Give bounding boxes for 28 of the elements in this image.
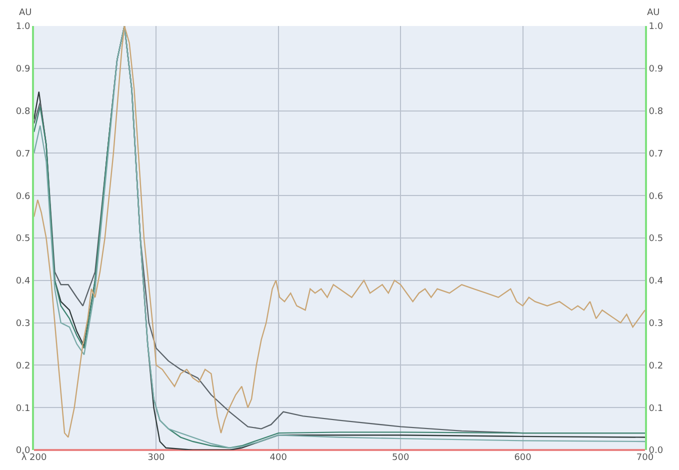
y-tick-label: 0.3	[16, 318, 30, 329]
y2-tick-label: 0.8	[648, 106, 664, 117]
x-tick-label: 700	[636, 453, 654, 463]
y2-tick-label: 0.5	[648, 234, 664, 244]
y-axis-title: AU	[19, 8, 32, 18]
x-tick-label: 600	[514, 453, 532, 463]
y-tick-label: 1.0	[16, 22, 30, 32]
x-tick-label: λ 200	[21, 453, 47, 463]
y2-tick-label: 0.3	[648, 318, 664, 329]
y-tick-label: 0.6	[16, 192, 30, 202]
y-tick-label: 0.7	[16, 149, 30, 160]
y-tick-label: 0.4	[16, 276, 30, 287]
x-tick-label: 400	[270, 453, 288, 463]
y2-tick-label: 0.4	[648, 276, 664, 287]
y-tick-label: 0.9	[16, 64, 30, 75]
y2-tick-label: 0.2	[648, 361, 664, 372]
y-tick-label: 0.5	[16, 234, 30, 244]
y-tick-label: 0.8	[16, 106, 30, 117]
y-tick-label: 0.2	[16, 361, 30, 372]
y2-tick-label: 0.7	[648, 149, 664, 160]
y2-tick-label: 0.9	[648, 64, 664, 75]
x-tick-label: 300	[148, 453, 166, 463]
y2-tick-label: 0.1	[648, 404, 664, 414]
y-tick-label: 0.1	[16, 404, 30, 414]
y2-axis-title: AU	[647, 8, 660, 18]
y2-tick-label: 1.0	[648, 22, 664, 32]
x-tick-label: 500	[392, 453, 410, 463]
y2-tick-label: 0.6	[648, 192, 664, 202]
